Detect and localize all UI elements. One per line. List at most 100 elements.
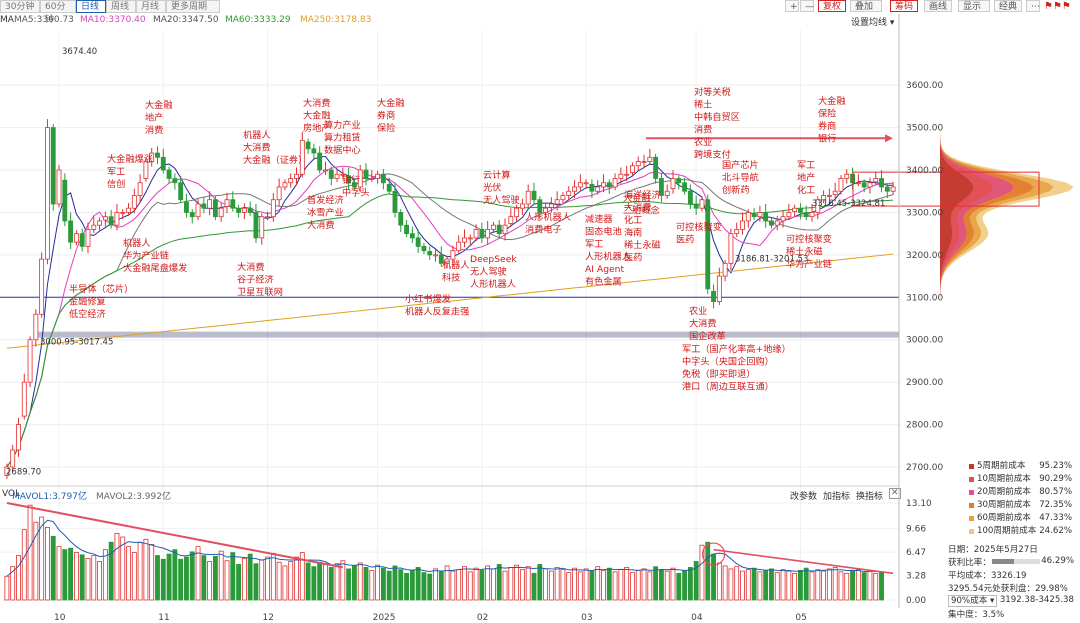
- candle-body: [33, 313, 39, 341]
- volume-bar: [375, 564, 381, 601]
- volume-bar: [491, 568, 496, 601]
- draw-line-button[interactable]: 画线: [924, 0, 952, 12]
- volume-bar: [346, 568, 352, 601]
- volume-bar: [566, 572, 572, 601]
- volume-tick-label: 9.66: [906, 524, 926, 534]
- candle-body: [514, 207, 520, 218]
- tab-30min[interactable]: 30分钟: [0, 0, 40, 13]
- volume-bar: [97, 561, 102, 601]
- chip-profile: [940, 119, 974, 298]
- price-note: 3186.81-3201.53: [735, 255, 808, 265]
- more-button[interactable]: ⋯: [1026, 0, 1040, 12]
- chip-button[interactable]: 筹码: [890, 0, 918, 12]
- volume-bar: [137, 541, 143, 601]
- volume-bar: [415, 567, 421, 601]
- volume-bar: [276, 561, 282, 601]
- candle-body: [166, 169, 172, 179]
- candle-body: [404, 224, 409, 235]
- display-button[interactable]: 显示: [958, 0, 990, 12]
- sector-annotation: 云计算光伏无人驾驶: [483, 169, 520, 206]
- swap-indicator-button[interactable]: 换指标: [856, 492, 884, 502]
- volume-bar: [786, 570, 792, 601]
- legend-swatch: [969, 464, 974, 469]
- candle-body: [560, 195, 566, 201]
- candle-body: [867, 182, 873, 188]
- volume-bar: [282, 565, 288, 601]
- cost-range-select[interactable]: 90%成本 ▾: [948, 595, 998, 607]
- candle-body: [270, 199, 276, 218]
- tab-monthly[interactable]: 月线: [136, 0, 166, 13]
- add-indicator-button[interactable]: 加指标: [823, 492, 851, 502]
- volume-bar: [630, 572, 635, 601]
- volume-bar: [548, 570, 554, 601]
- annotations: 3674.40 2689.70 3000.95-3017.45 3186.81-320…: [6, 47, 893, 478]
- volume-bar: [56, 546, 62, 601]
- tab-more-periods[interactable]: 更多周期: [166, 0, 220, 13]
- candle-body: [577, 182, 583, 188]
- candle-body: [160, 156, 166, 171]
- candle-body: [85, 229, 91, 247]
- zoom-out-button[interactable]: —: [800, 0, 814, 12]
- profit-line: 3295.54元处获利盘：29.98%: [948, 584, 1068, 594]
- edit-params-button[interactable]: 改参数: [790, 492, 818, 502]
- candle-body: [276, 186, 282, 201]
- volume-bar: [120, 536, 126, 601]
- candle-body: [230, 199, 236, 209]
- candle-body: [265, 216, 270, 219]
- candle-body: [670, 178, 676, 190]
- candle-body: [259, 216, 265, 239]
- candle-body: [456, 241, 462, 252]
- sector-annotation: 大消费大金融房地产: [303, 97, 331, 134]
- overlay-button[interactable]: 叠加: [850, 0, 882, 12]
- volume-trend-line: [713, 548, 894, 575]
- candle-body: [740, 220, 745, 230]
- volume-bar: [635, 569, 641, 601]
- profit-ratio-value: 46.29%: [1041, 556, 1074, 566]
- volume-tick-label: 6.47: [906, 548, 926, 558]
- candle-body: [525, 190, 531, 205]
- adjust-price-button[interactable]: 复权: [818, 0, 846, 12]
- close-panel-icon[interactable]: ✕: [889, 488, 901, 499]
- flag-icons[interactable]: ⚑⚑⚑: [1044, 1, 1071, 12]
- volume-bar: [253, 563, 259, 601]
- volume-bar: [45, 527, 50, 601]
- volume-bar: [392, 565, 398, 601]
- volume-bar: [212, 555, 218, 601]
- tab-daily[interactable]: 日线: [76, 0, 106, 13]
- volume-bar: [444, 565, 450, 601]
- zoom-in-button[interactable]: +: [785, 0, 799, 12]
- candle-body: [769, 220, 774, 226]
- legend-value: 95.23%: [1039, 461, 1072, 471]
- candle-body: [624, 173, 630, 176]
- chip-legend-row: 5周期前成本 95.23%: [946, 461, 1078, 472]
- time-tick-label: 05: [795, 613, 806, 623]
- classic-button[interactable]: 经典: [994, 0, 1022, 12]
- volume-bar: [809, 571, 815, 601]
- candle-body: [126, 207, 131, 213]
- candle-body: [884, 186, 890, 192]
- candle-body: [682, 182, 688, 192]
- price-axis: 2700.00 2800.00 2900.00 3000.00 3100.00 3200.…: [0, 14, 943, 608]
- candle-body: [554, 199, 560, 205]
- tab-60min[interactable]: 60分钟: [40, 0, 76, 25]
- volume-bar: [803, 567, 809, 601]
- candle-body: [398, 212, 404, 226]
- volume-bar: [143, 538, 149, 601]
- sector-annotation: 首发经济冰雪产业大消费: [307, 194, 344, 231]
- candle-body: [583, 182, 589, 185]
- volume-bar: [514, 564, 520, 601]
- ma10-line: [6, 165, 894, 468]
- volume-bar: [456, 569, 462, 601]
- volume-bar: [572, 567, 577, 601]
- ma-settings-dropdown[interactable]: 设置均线 ▾: [851, 18, 895, 28]
- candle-body: [832, 190, 838, 196]
- candle-body: [68, 220, 74, 243]
- candle-body: [27, 339, 33, 383]
- reference-lines: [0, 296, 899, 338]
- candle-body: [45, 127, 50, 260]
- price-note: 3000.95-3017.45: [40, 338, 113, 348]
- tab-weekly[interactable]: 周线: [106, 0, 136, 13]
- candle-body: [890, 186, 896, 192]
- volume-bar: [682, 569, 688, 601]
